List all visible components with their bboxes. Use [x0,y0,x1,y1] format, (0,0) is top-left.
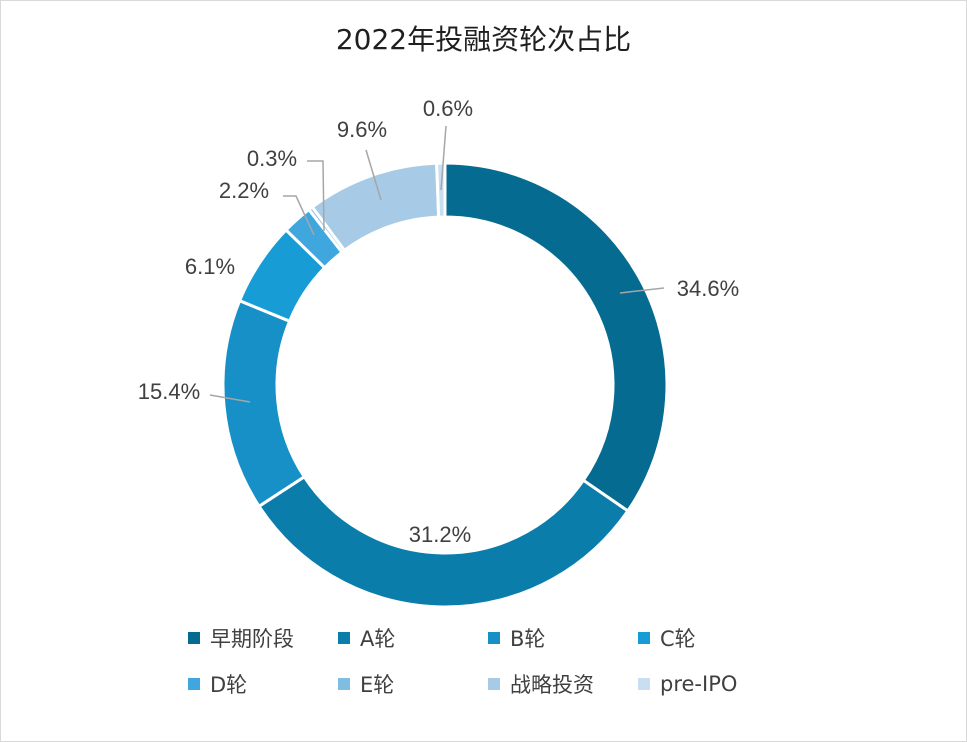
legend-swatch [188,678,200,690]
legend-swatch [188,632,200,644]
legend-swatch [638,632,650,644]
leader-line-8 [440,125,447,191]
leader-line-7 [365,149,382,201]
legend-item: 早期阶段 [188,624,338,652]
data-label-6: 0.3% [247,146,297,171]
leader-line-3 [209,394,251,403]
chart-title: 2022年投融资轮次占比 [335,23,632,56]
legend-item: A轮 [338,624,488,652]
slice-8 [435,161,447,219]
legend-label: C轮 [660,627,696,651]
data-label-5: 2.2% [219,178,269,203]
leader-line-5 [283,195,315,236]
legend-swatch [488,632,500,644]
slice-2 [256,474,630,609]
data-label-7: 9.6% [337,117,387,142]
leader-line-1 [619,287,665,294]
legend-item: 战略投资 [488,670,638,698]
legend-label: 早期阶段 [210,627,294,651]
legend-item: E轮 [338,670,488,698]
legend-label: D轮 [210,673,248,697]
data-label-1: 34.6% [677,276,739,301]
legend-label: pre-IPO [660,672,738,696]
legend-label: B轮 [510,627,546,651]
data-label-8: 0.6% [423,96,473,121]
legend-swatch [338,678,350,690]
leader-line-6 [307,160,325,232]
legend: 早期阶段 A轮 B轮 C轮 D轮 E轮 战略投资 pre-IPO [188,624,808,698]
legend-item: pre-IPO [638,670,788,698]
legend-swatch [638,678,650,690]
data-label-2: 31.2% [409,522,471,547]
legend-label: E轮 [360,673,395,697]
data-label-4: 6.1% [185,254,235,279]
slice-3 [221,298,307,509]
legend-item: B轮 [488,624,638,652]
legend-item: C轮 [638,624,788,652]
legend-swatch [488,678,500,690]
slice-1 [443,161,669,514]
legend-swatch [338,632,350,644]
data-label-3: 15.4% [138,379,200,404]
legend-label: 战略投资 [510,673,594,697]
legend-item: D轮 [188,670,338,698]
legend-label: A轮 [360,627,396,651]
